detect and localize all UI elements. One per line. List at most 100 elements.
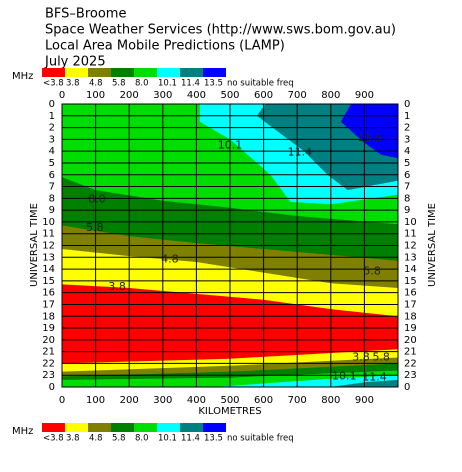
- y-tick-label: 1: [404, 111, 410, 122]
- x-tick-label: 400: [187, 90, 206, 101]
- legend-label: <3.8: [43, 434, 64, 444]
- legend-label: 8.0: [135, 79, 149, 89]
- x-tick-label: 300: [153, 395, 172, 406]
- y-tick-label: 10: [42, 217, 55, 228]
- y-tick-label: 13: [404, 252, 417, 263]
- y-tick-label: 4: [49, 146, 55, 157]
- y-tick-label: 4: [404, 146, 410, 157]
- y-tick-label: 12: [404, 241, 417, 252]
- y-tick-label: 0: [49, 99, 55, 110]
- legend-label: 3.8: [66, 79, 80, 89]
- legend-swatch: [180, 423, 203, 432]
- y-tick-label: 13: [42, 252, 55, 263]
- y-tick-label: 12: [42, 241, 55, 252]
- legend-label: 11.4: [181, 79, 200, 89]
- contour-label: 4.8: [161, 253, 179, 266]
- y-tick-label: 20: [42, 335, 55, 346]
- legend-swatch: [226, 423, 249, 432]
- legend-swatch: [111, 423, 134, 432]
- title-line: Local Area Mobile Predictions (LAMP): [45, 39, 285, 54]
- x-tick-label: 800: [321, 90, 340, 101]
- legend-swatch: [203, 68, 226, 77]
- y-axis-title: UNIVERSAL TIME: [427, 203, 438, 287]
- legend-label: <3.8: [43, 79, 64, 89]
- contour-label: 5.8: [363, 264, 381, 277]
- legend-label: 11.4: [181, 434, 200, 444]
- contour-label: 3.8: [352, 351, 370, 364]
- x-tick-label: 400: [187, 395, 206, 406]
- y-tick-label: 16: [42, 288, 55, 299]
- x-tick-label: 200: [120, 395, 139, 406]
- contour-label: 8.0: [88, 193, 106, 206]
- y-tick-label: 17: [404, 299, 417, 310]
- legend-label: 4.8: [89, 79, 103, 89]
- y-tick-label: 3: [404, 134, 410, 145]
- legend-swatch: [180, 68, 203, 77]
- y-tick-label: 7: [404, 182, 410, 193]
- y-tick-label: 14: [404, 264, 417, 275]
- y-tick-label: 5: [404, 158, 410, 169]
- y-tick-label: 21: [404, 347, 417, 358]
- y-tick-label: 18: [42, 311, 55, 322]
- legend-unit: MHz: [12, 71, 33, 82]
- y-tick-label: 9: [49, 205, 55, 216]
- legend-unit: MHz: [12, 426, 33, 437]
- legend-swatch: [226, 68, 249, 77]
- y-tick-label: 2: [49, 123, 55, 134]
- legend-swatch: [88, 423, 111, 432]
- y-tick-label: 22: [42, 358, 55, 369]
- legend-label: 13.5: [204, 434, 223, 444]
- legend-label: 4.8: [89, 434, 103, 444]
- legend-label: 13.5: [204, 79, 223, 89]
- x-tick-label: 700: [288, 395, 307, 406]
- y-tick-label: 8: [404, 193, 410, 204]
- legend-swatch: [88, 68, 111, 77]
- x-tick-label: 600: [254, 395, 273, 406]
- x-tick-label: 800: [321, 395, 340, 406]
- y-tick-label: 0: [404, 382, 410, 393]
- legend-label: no suitable freq: [227, 79, 294, 89]
- legend-swatch: [157, 423, 180, 432]
- contour-label: 3.8: [108, 280, 126, 293]
- legend-swatch: [134, 68, 157, 77]
- y-tick-label: 14: [42, 264, 55, 275]
- y-tick-label: 0: [404, 99, 410, 110]
- legend-swatch: [157, 68, 180, 77]
- legend-swatch: [65, 423, 88, 432]
- y-tick-label: 5: [49, 158, 55, 169]
- contour-label: 11.4: [362, 371, 387, 384]
- y-tick-label: 19: [404, 323, 417, 334]
- y-tick-label: 6: [49, 170, 55, 181]
- y-tick-label: 19: [42, 323, 55, 334]
- x-tick-label: 600: [254, 90, 273, 101]
- y-tick-label: 17: [42, 299, 55, 310]
- x-tick-label: 300: [153, 90, 172, 101]
- y-tick-label: 8: [49, 193, 55, 204]
- legend-swatch: [42, 68, 65, 77]
- legend-label: 10.1: [158, 434, 177, 444]
- contour-label: 11.4: [288, 145, 313, 158]
- y-tick-label: 9: [404, 205, 410, 216]
- legend-label: 10.1: [158, 79, 177, 89]
- y-tick-label: 20: [404, 335, 417, 346]
- contour-label: 5.8: [86, 221, 104, 234]
- y-tick-label: 22: [404, 358, 417, 369]
- y-tick-label: 2: [404, 123, 410, 134]
- x-tick-label: 500: [220, 90, 239, 101]
- x-tick-label: 500: [220, 395, 239, 406]
- contour-label: 10.1: [218, 138, 243, 151]
- contour-band: [340, 104, 398, 159]
- legend-swatch: [42, 423, 65, 432]
- y-tick-label: 23: [42, 370, 55, 381]
- legend-swatch: [65, 68, 88, 77]
- x-axis-title: KILOMETRES: [198, 406, 261, 417]
- y-tick-label: 18: [404, 311, 417, 322]
- legend-label: 8.0: [135, 434, 149, 444]
- y-axis-title: UNIVERSAL TIME: [29, 203, 40, 287]
- legend-swatch: [203, 423, 226, 432]
- y-tick-label: 23: [404, 370, 417, 381]
- y-tick-label: 21: [42, 347, 55, 358]
- contour-label: 5.8: [372, 351, 390, 364]
- y-tick-label: 7: [49, 182, 55, 193]
- legend-swatch: [111, 68, 134, 77]
